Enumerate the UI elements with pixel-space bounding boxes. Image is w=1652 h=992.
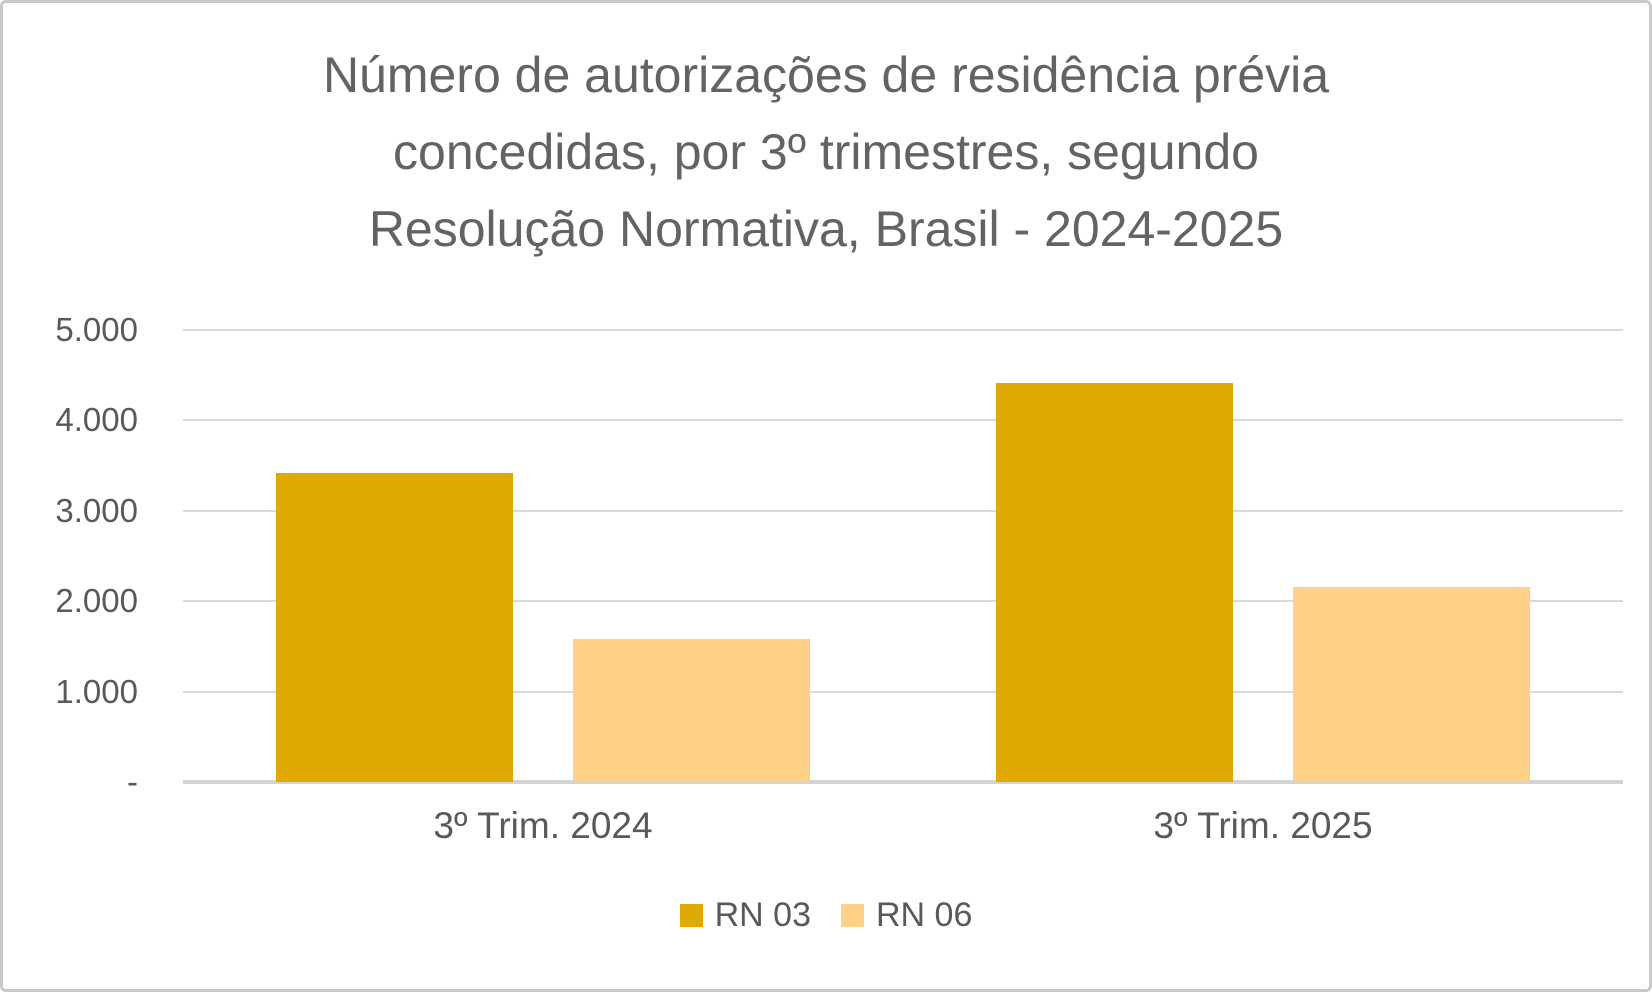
x-axis: 3º Trim. 2024 3º Trim. 2025 [183,803,1623,853]
y-tick-label-5000: 5.000 [55,311,138,348]
chart-title-line-1: Número de autorizações de residência pré… [322,47,1330,103]
gridline-1000 [183,690,1623,693]
bar-rn-06-3-trim-2025 [1292,586,1531,782]
legend: RN 03 RN 06 [3,894,1649,936]
y-tick-label-1000: 1.000 [55,672,138,710]
y-tick-label-0: - [127,763,138,800]
legend-item-rn-03: RN 03 [679,894,811,936]
bar-rn-03-3-trim-2025 [995,383,1234,782]
chart-title-line-2: concedidas, por 3º trimestres, segundo [393,124,1259,180]
y-axis: - 1.000 2.000 3.000 4.000 5.000 [3,311,143,800]
gridline-2000 [183,600,1623,603]
legend-item-rn-06: RN 06 [841,894,972,936]
legend-swatch-rn-03 [679,903,703,927]
plot-area [183,329,1623,784]
chart-title: Número de autorizações de residência pré… [3,37,1649,268]
x-category-label-3-trim-2024: 3º Trim. 2024 [433,805,653,846]
x-axis-line [183,780,1623,784]
y-tick-label-4000: 4.000 [55,401,138,439]
legend-swatch-rn-06 [841,903,864,927]
x-category-label-3-trim-2025: 3º Trim. 2025 [1153,805,1373,846]
legend-label-rn-06: RN 06 [876,896,973,934]
gridline-5000 [183,329,1623,331]
gridline-4000 [183,419,1623,422]
gridline-3000 [183,509,1623,512]
chart-title-line-3: Resolução Normativa, Brasil - 2024-2025 [368,201,1284,257]
y-tick-label-3000: 3.000 [55,491,138,529]
y-tick-label-2000: 2.000 [55,582,138,620]
bar-rn-06-3-trim-2024 [572,639,811,782]
legend-label-rn-03: RN 03 [714,896,811,934]
bar-rn-03-3-trim-2024 [275,472,514,782]
